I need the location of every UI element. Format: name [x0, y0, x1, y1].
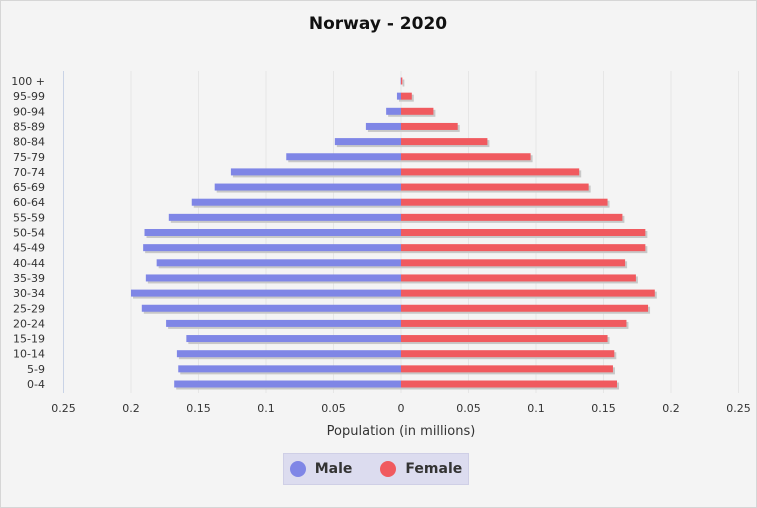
- bar-female[interactable]: [401, 380, 617, 388]
- y-tick-label: 15-19: [13, 333, 45, 346]
- y-tick-label: 55-59: [13, 211, 45, 224]
- y-tick-label: 85-89: [13, 120, 45, 133]
- bar-female[interactable]: [401, 365, 613, 373]
- y-tick-label: 50-54: [13, 227, 45, 240]
- y-axis-labels: 100 + 95-99 90-94 85-89 80-84 75-79 70-74 65-69…: [11, 75, 45, 391]
- y-tick-label: 45-49: [13, 242, 45, 255]
- legend-dot-female: [380, 461, 397, 477]
- bar-female[interactable]: [401, 335, 608, 343]
- legend-label-female: Female: [405, 461, 463, 477]
- bar-male[interactable]: [166, 319, 401, 327]
- bar-male[interactable]: [131, 289, 401, 297]
- legend-item-male[interactable]: Male: [289, 461, 353, 477]
- x-axis-label: Population (in millions): [327, 424, 476, 439]
- x-tick-label: 0.1: [527, 402, 545, 415]
- bar-male[interactable]: [145, 274, 401, 282]
- bar-male[interactable]: [365, 122, 401, 130]
- y-tick-label: 60-64: [13, 196, 45, 209]
- y-tick-label: 0-4: [27, 378, 45, 391]
- y-tick-label: 25-29: [13, 302, 45, 315]
- bar-female[interactable]: [401, 168, 580, 176]
- legend-dot-male: [289, 461, 306, 477]
- bar-male[interactable]: [214, 183, 401, 191]
- bars: [131, 77, 657, 390]
- legend-label-male: Male: [314, 461, 353, 477]
- bar-male[interactable]: [186, 335, 401, 343]
- x-tick-label: 0.2: [662, 402, 680, 415]
- bar-male[interactable]: [396, 92, 401, 100]
- bar-female[interactable]: [401, 229, 646, 236]
- bar-female[interactable]: [401, 198, 608, 206]
- y-tick-label: 75-79: [13, 151, 45, 164]
- y-tick-label: 65-69: [13, 181, 45, 194]
- bar-female[interactable]: [401, 77, 403, 85]
- bar-male[interactable]: [156, 259, 401, 267]
- bar-male[interactable]: [286, 153, 401, 161]
- x-axis-labels: 0.25 0.2 0.15 0.1 0.05 0 0.05 0.1 0.15 0.2 0.25: [51, 402, 751, 415]
- bar-female[interactable]: [401, 304, 649, 312]
- bar-female[interactable]: [401, 350, 615, 358]
- x-tick-label: 0.1: [257, 402, 275, 415]
- bar-female[interactable]: [401, 153, 531, 161]
- legend-item-female[interactable]: Female: [380, 461, 462, 477]
- bar-male[interactable]: [143, 244, 401, 252]
- x-tick-label: 0.15: [186, 402, 211, 415]
- y-tick-label: 5-9: [27, 363, 45, 376]
- bar-male[interactable]: [230, 168, 401, 176]
- bar-female[interactable]: [401, 244, 646, 252]
- x-tick-label: 0.05: [456, 402, 481, 415]
- bar-male[interactable]: [168, 213, 401, 221]
- x-tick-label: 0.05: [321, 402, 346, 415]
- y-tick-label: 95-99: [13, 90, 45, 103]
- bar-female[interactable]: [401, 259, 626, 267]
- x-tick-label: 0.25: [51, 402, 76, 415]
- bar-female[interactable]: [401, 138, 488, 146]
- bar-female[interactable]: [401, 122, 458, 130]
- y-tick-label: 20-24: [13, 317, 45, 330]
- bar-female[interactable]: [401, 289, 655, 297]
- bar-male[interactable]: [174, 380, 401, 388]
- bar-female[interactable]: [401, 319, 627, 327]
- y-tick-label: 40-44: [13, 257, 45, 270]
- y-tick-label: 80-84: [13, 136, 45, 149]
- bar-male[interactable]: [334, 138, 401, 146]
- bar-female[interactable]: [401, 274, 636, 282]
- y-tick-label: 30-34: [13, 287, 45, 300]
- chart-title: Norway - 2020: [309, 14, 447, 34]
- bar-male[interactable]: [144, 229, 402, 236]
- x-tick-label: 0.15: [591, 402, 616, 415]
- bar-male[interactable]: [178, 365, 401, 373]
- bar-female[interactable]: [401, 183, 589, 191]
- bar-female[interactable]: [401, 92, 412, 100]
- y-tick-label: 35-39: [13, 272, 45, 285]
- bar-female[interactable]: [401, 213, 623, 221]
- x-tick-label: 0: [398, 402, 405, 415]
- x-tick-label: 0.2: [122, 402, 140, 415]
- bar-male[interactable]: [191, 198, 401, 206]
- y-tick-label: 70-74: [13, 166, 45, 179]
- x-tick-label: 0.25: [726, 402, 751, 415]
- bar-female[interactable]: [401, 107, 434, 115]
- bar-male[interactable]: [141, 304, 402, 312]
- bar-shadow: [403, 79, 405, 87]
- y-tick-label: 100 +: [11, 75, 45, 88]
- bar-male[interactable]: [386, 107, 401, 115]
- legend: Male Female: [283, 453, 469, 485]
- y-tick-label: 90-94: [13, 105, 45, 118]
- bar-male[interactable]: [176, 350, 401, 358]
- y-tick-label: 10-14: [13, 348, 45, 361]
